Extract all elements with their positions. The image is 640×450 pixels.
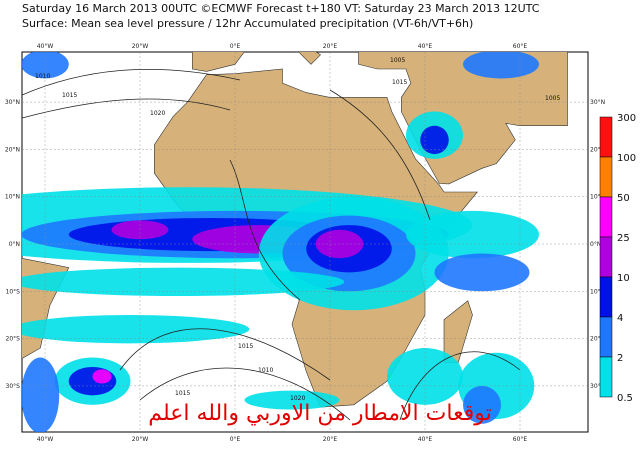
longitude-label: 60°E [513,43,528,50]
longitude-label: 20°E [323,43,338,50]
isobar-label: 1020 [290,395,305,402]
precipitation [463,52,539,79]
precipitation [22,52,69,79]
isobar [329,89,431,221]
latitude-label: 10°N [5,194,20,201]
precipitation [420,125,449,155]
colorbar-swatch [599,196,613,238]
isobar-label: 1015 [62,92,77,99]
land [192,52,321,72]
colorbar-swatch [599,236,613,278]
longitude-label: 40°E [418,43,433,50]
colorbar-swatch [599,116,613,158]
colorbar-label: 25 [617,233,630,244]
latitude-label: 30°S [590,383,605,390]
latitude-label: 10°N [590,194,605,201]
colorbar-swatch [599,316,613,358]
colorbar-label: 10 [617,273,630,284]
latitude-label: 30°N [590,99,605,106]
isobar [119,328,331,381]
longitude-label: 40°W [37,436,54,443]
precipitation [434,253,530,292]
longitude-label: 0°E [230,436,241,443]
land [358,52,568,185]
isobar-label: 1005 [545,95,560,102]
colorbar-swatch [599,356,613,398]
latitude-label: 0°N [9,241,20,248]
isobar [399,351,521,421]
colorbar-label: 50 [617,193,630,204]
precipitation [22,267,345,297]
colorbar-label: 2 [617,353,623,364]
isobar-label: 1015 [175,390,190,397]
latitude-label: 20°N [590,146,605,153]
isobar-label: 1015 [238,343,253,350]
longitude-label: 20°E [323,436,338,443]
isobar [229,159,301,301]
isobar-label: 1005 [390,57,405,64]
colorbar-label: 300 [617,113,636,124]
latitude-label: 20°S [590,336,605,343]
isobar [22,98,231,119]
header-line: Surface: Mean sea level pressure / 12hr … [22,17,473,30]
precipitation [22,357,60,432]
precipitation [406,210,539,259]
isobar-label: 1020 [150,110,165,117]
latitude-label: 20°N [5,146,20,153]
precipitation [463,385,501,424]
colorbar-label: 100 [617,153,636,164]
isobar-label: 1010 [258,367,273,374]
precipitation [68,366,117,396]
longitude-label: 20°W [132,43,149,50]
map-area: 1010 1015 1020 1015 1010 1005 1015 1020 1015 1005 [22,52,588,432]
latitude-label: 10°S [590,288,605,295]
colorbar-swatch [599,156,613,198]
longitude-label: 0°E [230,43,241,50]
isobar [22,68,241,96]
latitude-label: 30°N [5,99,20,106]
longitude-label: 40°W [37,43,54,50]
header-line: Saturday 16 March 2013 00UTC ©ECMWF Fore… [22,2,540,15]
colorbar-label: 0.5 [617,393,633,404]
latitude-label: 20°S [6,336,21,343]
latitude-label: 30°S [6,383,21,390]
colorbar-label: 4 [617,313,623,324]
isobar-label: 1015 [392,79,407,86]
isobar-label: 1010 [35,73,50,80]
longitude-label: 60°E [513,436,528,443]
precipitation [92,369,112,384]
latitude-label: 10°S [6,288,21,295]
isobar [139,367,351,421]
longitude-label: 40°E [418,436,433,443]
colorbar-swatch [599,276,613,318]
watermark: توقعات الامطار من الاوربي والله اعلم [148,401,491,426]
latitude-label: 0°N [590,241,601,248]
precipitation [22,314,250,344]
longitude-label: 20°W [132,436,149,443]
